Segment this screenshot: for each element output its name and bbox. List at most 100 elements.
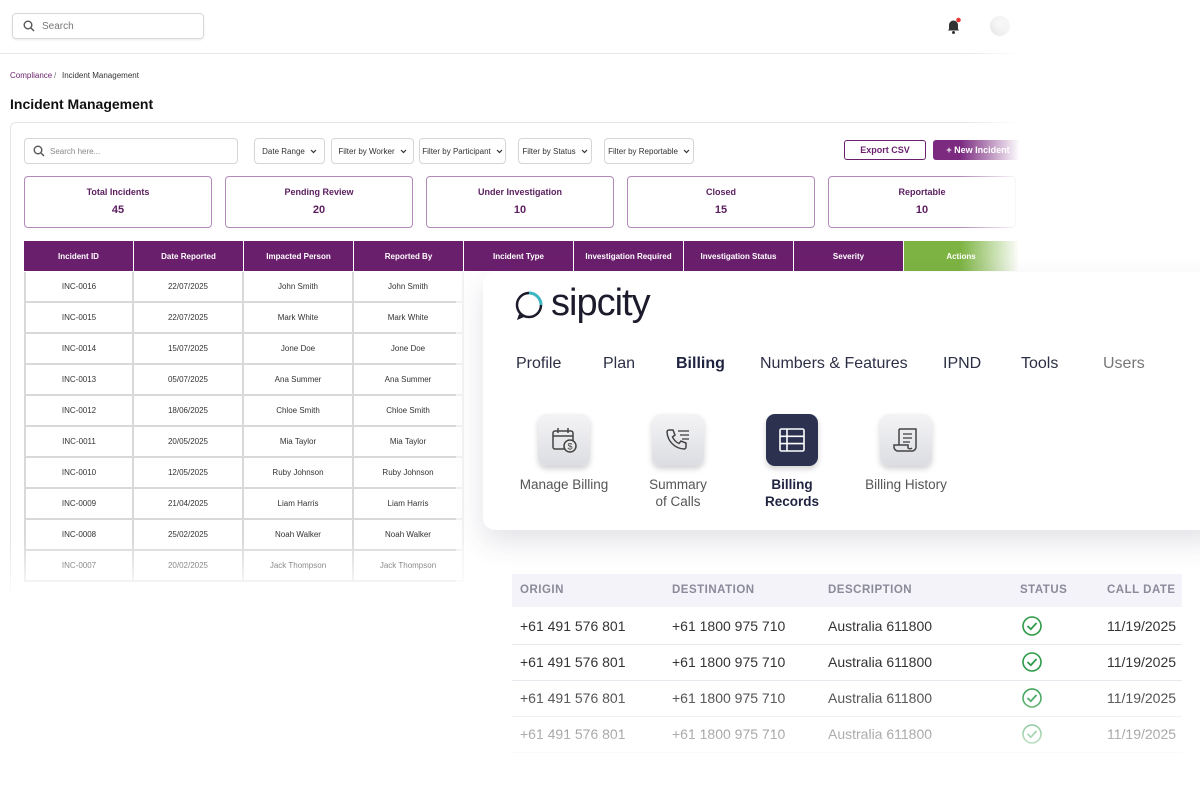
table-cell: Australia 611800 — [828, 726, 933, 742]
search-icon — [23, 20, 35, 32]
tile-button[interactable] — [652, 414, 704, 466]
table-cell: INC-0009 — [24, 489, 134, 520]
nav-tab[interactable]: Users — [1103, 355, 1145, 372]
tile-icon — [893, 428, 917, 452]
status-cell — [1021, 723, 1043, 750]
table-cell: +61 1800 975 710 — [672, 690, 786, 706]
stat-card: Reportable 10 — [828, 176, 1016, 228]
nav-tab[interactable]: Billing — [676, 355, 725, 372]
column-header: DESTINATION — [672, 584, 755, 596]
new-incident-button[interactable]: + New Incident — [933, 140, 1023, 160]
table-row: +61 491 576 801 +61 1800 975 710 Australia… — [512, 644, 1182, 681]
table-cell: +61 491 576 801 — [520, 726, 626, 742]
stat-value: 15 — [714, 204, 728, 216]
table-cell: Ana Summer — [354, 365, 464, 396]
column-header: Investigation Status — [684, 241, 794, 271]
filter-label: Date Range — [262, 146, 305, 156]
table-cell: Liam Harris — [354, 489, 464, 520]
column-header: Reported By — [354, 241, 464, 271]
nav-tab[interactable]: Numbers & Features — [760, 355, 908, 372]
status-check — [1022, 652, 1042, 672]
tile-label[interactable]: Manage Billing — [519, 477, 609, 492]
column-header: Date Reported — [134, 241, 244, 271]
table-cell: +61 1800 975 710 — [672, 618, 786, 634]
chevron — [683, 149, 690, 153]
table-cell: Jack Thompson — [354, 551, 464, 582]
tile-button[interactable] — [880, 414, 932, 466]
nav-tab[interactable]: Tools — [1021, 355, 1059, 372]
filter-label: Filter by Status — [522, 146, 576, 156]
table-cell: 22/07/2025 — [134, 303, 244, 334]
tile-icon: $ — [552, 428, 577, 453]
notification-bell[interactable] — [945, 17, 963, 35]
table-cell: Liam Harris — [244, 489, 354, 520]
sipcity-logo-icon — [515, 291, 543, 320]
status-check — [1022, 616, 1042, 636]
table-cell: 25/02/2025 — [134, 520, 244, 551]
table-search[interactable]: Search here... — [24, 138, 238, 164]
tile-label[interactable]: Summary of Calls — [649, 477, 707, 509]
filter-dropdown[interactable]: Filter by Participant — [419, 138, 506, 164]
table-cell: Mia Taylor — [244, 427, 354, 458]
tile-button[interactable] — [766, 414, 818, 466]
table-cell: Noah Walker — [244, 520, 354, 551]
avatar[interactable] — [990, 16, 1010, 36]
table-cell: 18/06/2025 — [134, 396, 244, 427]
status-check — [1022, 724, 1042, 744]
filter-dropdown[interactable]: Date Range — [254, 138, 325, 164]
stat-value: 20 — [312, 204, 326, 216]
search-icon — [33, 145, 45, 157]
stat-label: Under Investigation — [477, 187, 562, 197]
sipcity-card — [483, 272, 1200, 530]
stat-card: Closed 15 — [627, 176, 815, 228]
nav-tab[interactable]: Profile — [516, 355, 562, 372]
search-placeholder: Search — [42, 21, 74, 32]
billing-table-header — [512, 574, 1182, 607]
table-cell: 05/07/2025 — [134, 365, 244, 396]
chevron — [496, 149, 503, 153]
table-cell: INC-0012 — [24, 396, 134, 427]
tile-label[interactable]: Billing History — [865, 477, 947, 492]
table-cell: Ana Summer — [244, 365, 354, 396]
table-cell: Mark White — [354, 303, 464, 334]
filter-dropdown[interactable]: Filter by Worker — [331, 138, 414, 164]
table-cell: 11/19/2025 — [1107, 726, 1177, 742]
filter-dropdown[interactable]: Filter by Reportable — [604, 138, 694, 164]
overlay-backdrop — [0, 590, 1200, 789]
table-cell: Jone Doe — [244, 334, 354, 365]
status-cell — [1021, 687, 1043, 714]
filter-label: Filter by Participant — [422, 146, 491, 156]
table-cell: 22/07/2025 — [134, 272, 244, 303]
column-header: CALL DATE — [1107, 584, 1176, 596]
breadcrumb-link[interactable]: Compliance — [10, 71, 53, 80]
stat-label: Pending Review — [284, 187, 354, 197]
status-cell — [1021, 615, 1043, 642]
chevron — [581, 149, 588, 153]
status-cell — [1021, 651, 1043, 678]
stat-card: Total Incidents 45 — [24, 176, 212, 228]
column-header: Severity — [794, 241, 904, 271]
global-search[interactable]: Search — [12, 13, 204, 39]
table-cell: 21/04/2025 — [134, 489, 244, 520]
table-cell: John Smith — [354, 272, 464, 303]
nav-tab[interactable]: IPND — [943, 355, 982, 372]
stat-value: 10 — [915, 204, 929, 216]
tile-button[interactable]: $ — [538, 414, 590, 466]
table-cell: 11/19/2025 — [1107, 654, 1177, 670]
table-cell: 20/02/2025 — [134, 551, 244, 582]
table-cell: INC-0007 — [24, 551, 134, 582]
column-header: STATUS — [1020, 584, 1068, 596]
table-cell: +61 491 576 801 — [520, 618, 626, 634]
table-cell: INC-0008 — [24, 520, 134, 551]
table-cell: +61 1800 975 710 — [672, 726, 786, 742]
stat-card: Under Investigation 10 — [426, 176, 614, 228]
tile-label[interactable]: Billing Records — [764, 477, 820, 509]
column-header: DESCRIPTION — [828, 584, 913, 596]
billing-table: ORIGIN DESTINATION DESCRIPTION STATUS CALL D… — [512, 574, 1182, 774]
filter-dropdown[interactable]: Filter by Status — [518, 138, 592, 164]
export-button[interactable]: Export CSV — [844, 140, 926, 160]
table-cell: +61 491 576 801 — [520, 690, 626, 706]
nav-tab[interactable]: Plan — [603, 355, 636, 372]
table-row: +61 491 576 801 +61 1800 975 710 Australia… — [512, 608, 1182, 645]
